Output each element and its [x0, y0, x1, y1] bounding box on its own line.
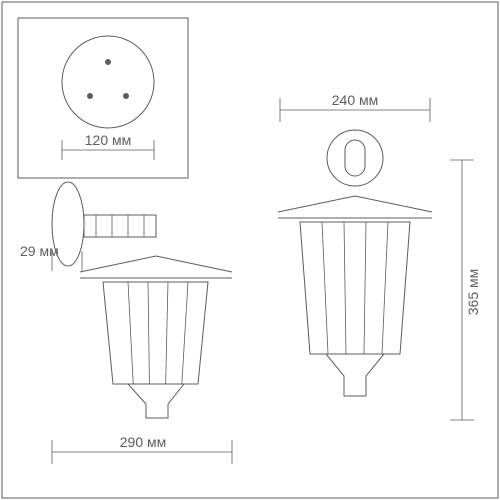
- bracket-arm: [84, 215, 156, 237]
- dimension-label: 365 мм: [465, 269, 481, 316]
- dimension-label: 290 мм: [120, 434, 167, 450]
- dimension-width-290: 290 мм: [52, 434, 232, 464]
- mounting-plate-inset-box: [18, 18, 188, 178]
- front-elevation: [278, 130, 432, 396]
- side-elevation: [52, 182, 232, 418]
- mounting-plate-circle: [62, 36, 154, 128]
- dimension-depth-29: 29 мм: [20, 243, 82, 271]
- outer-frame: [2, 2, 498, 498]
- cage-bars: [128, 282, 188, 384]
- lantern-cage: [300, 222, 410, 354]
- lamp-shade: [278, 196, 432, 212]
- cage-bars: [322, 222, 388, 354]
- lantern-cage: [103, 282, 208, 384]
- arm-ridges: [96, 215, 144, 237]
- mounting-plate-holes: [87, 59, 129, 99]
- dimension-width-240: 240 мм: [280, 92, 430, 122]
- lamp-shade: [80, 256, 232, 272]
- dimension-label: 120 мм: [85, 132, 132, 148]
- dimension-label: 240 мм: [332, 92, 379, 108]
- dimension-label: 29 мм: [20, 243, 59, 259]
- wall-plate-front: [327, 130, 383, 186]
- bottom-cap: [326, 354, 384, 396]
- technical-drawing: 120 мм 29 мм 290 мм: [0, 0, 500, 500]
- dimension-plate-diameter: 120 мм: [62, 132, 154, 160]
- arm-slot: [345, 140, 365, 176]
- bottom-cap: [128, 384, 184, 418]
- dimension-height-365: 365 мм: [450, 160, 481, 420]
